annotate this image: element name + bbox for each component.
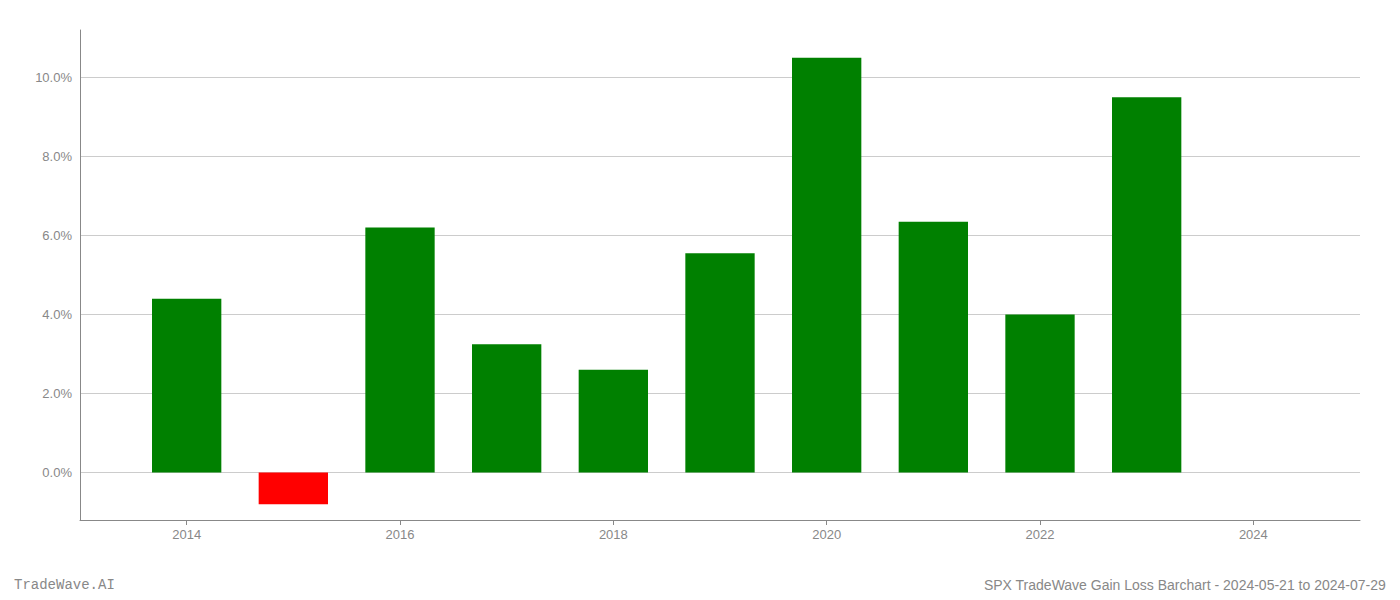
svg-text:SPX TradeWave Gain Loss Barcha: SPX TradeWave Gain Loss Barchart - 2024-… (984, 577, 1386, 593)
svg-text:10.0%: 10.0% (35, 70, 72, 85)
svg-text:2014: 2014 (172, 527, 201, 542)
svg-text:2018: 2018 (599, 527, 628, 542)
svg-text:2024: 2024 (1239, 527, 1268, 542)
svg-text:8.0%: 8.0% (42, 149, 72, 164)
svg-text:4.0%: 4.0% (42, 307, 72, 322)
svg-text:2.0%: 2.0% (42, 386, 72, 401)
svg-text:2016: 2016 (386, 527, 415, 542)
svg-text:6.0%: 6.0% (42, 228, 72, 243)
svg-text:0.0%: 0.0% (42, 465, 72, 480)
svg-text:TradeWave.AI: TradeWave.AI (14, 577, 115, 593)
svg-text:2022: 2022 (1026, 527, 1055, 542)
svg-text:2020: 2020 (812, 527, 841, 542)
